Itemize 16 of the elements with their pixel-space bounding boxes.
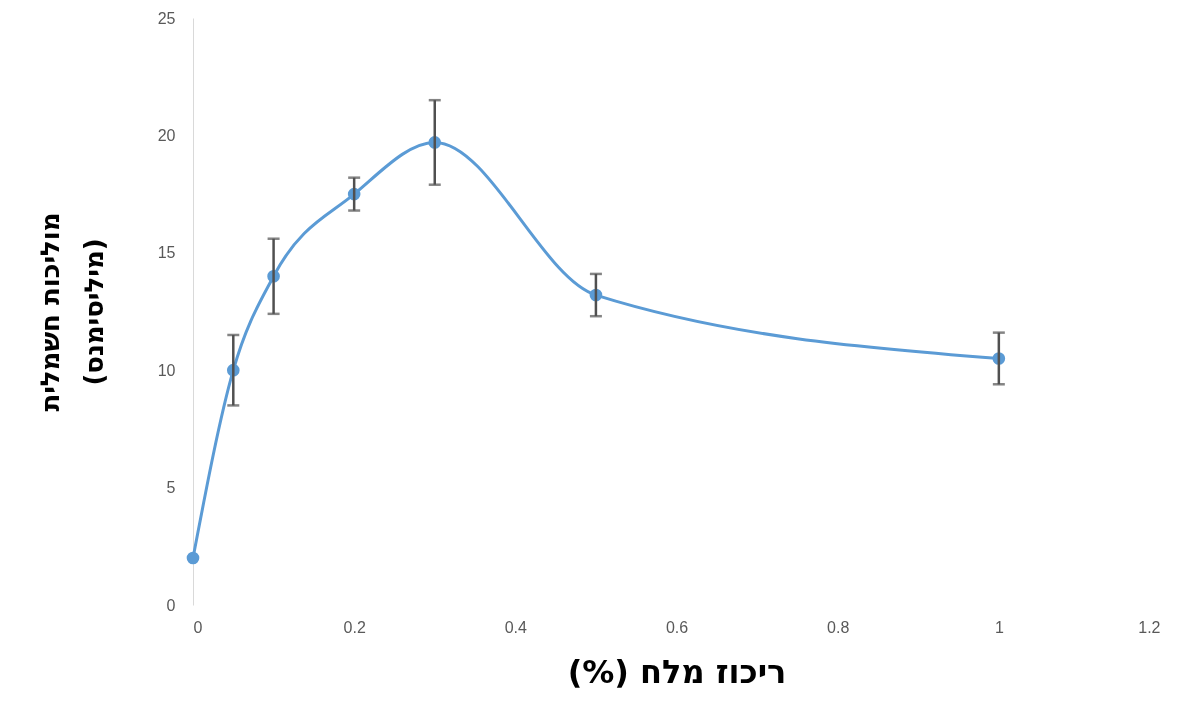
y-axis-title: מוליכות חשמלית (מיליסימנס) (34, 212, 109, 412)
y-tick-label: 10 (157, 361, 176, 379)
point (186, 551, 200, 565)
y-tick-label: 0 (166, 596, 176, 614)
y-tick-label: 20 (157, 126, 176, 144)
x-tick-label: 1.2 (1138, 618, 1161, 636)
x-tick-label: 1 (994, 618, 1004, 636)
x-tick-label: 0 (193, 618, 203, 636)
y-tick-label: 5 (166, 479, 176, 497)
y-tick-label: 15 (157, 244, 176, 262)
x-tick-label: 0.4 (504, 618, 528, 636)
x-axis-title: ריכוז מלח (%) (567, 652, 787, 691)
x-tick-label: 0.6 (665, 618, 689, 636)
y-tick-label: 25 (157, 9, 176, 27)
x-tick-label: 0.8 (827, 618, 850, 636)
x-tick-label: 0.2 (343, 618, 366, 636)
